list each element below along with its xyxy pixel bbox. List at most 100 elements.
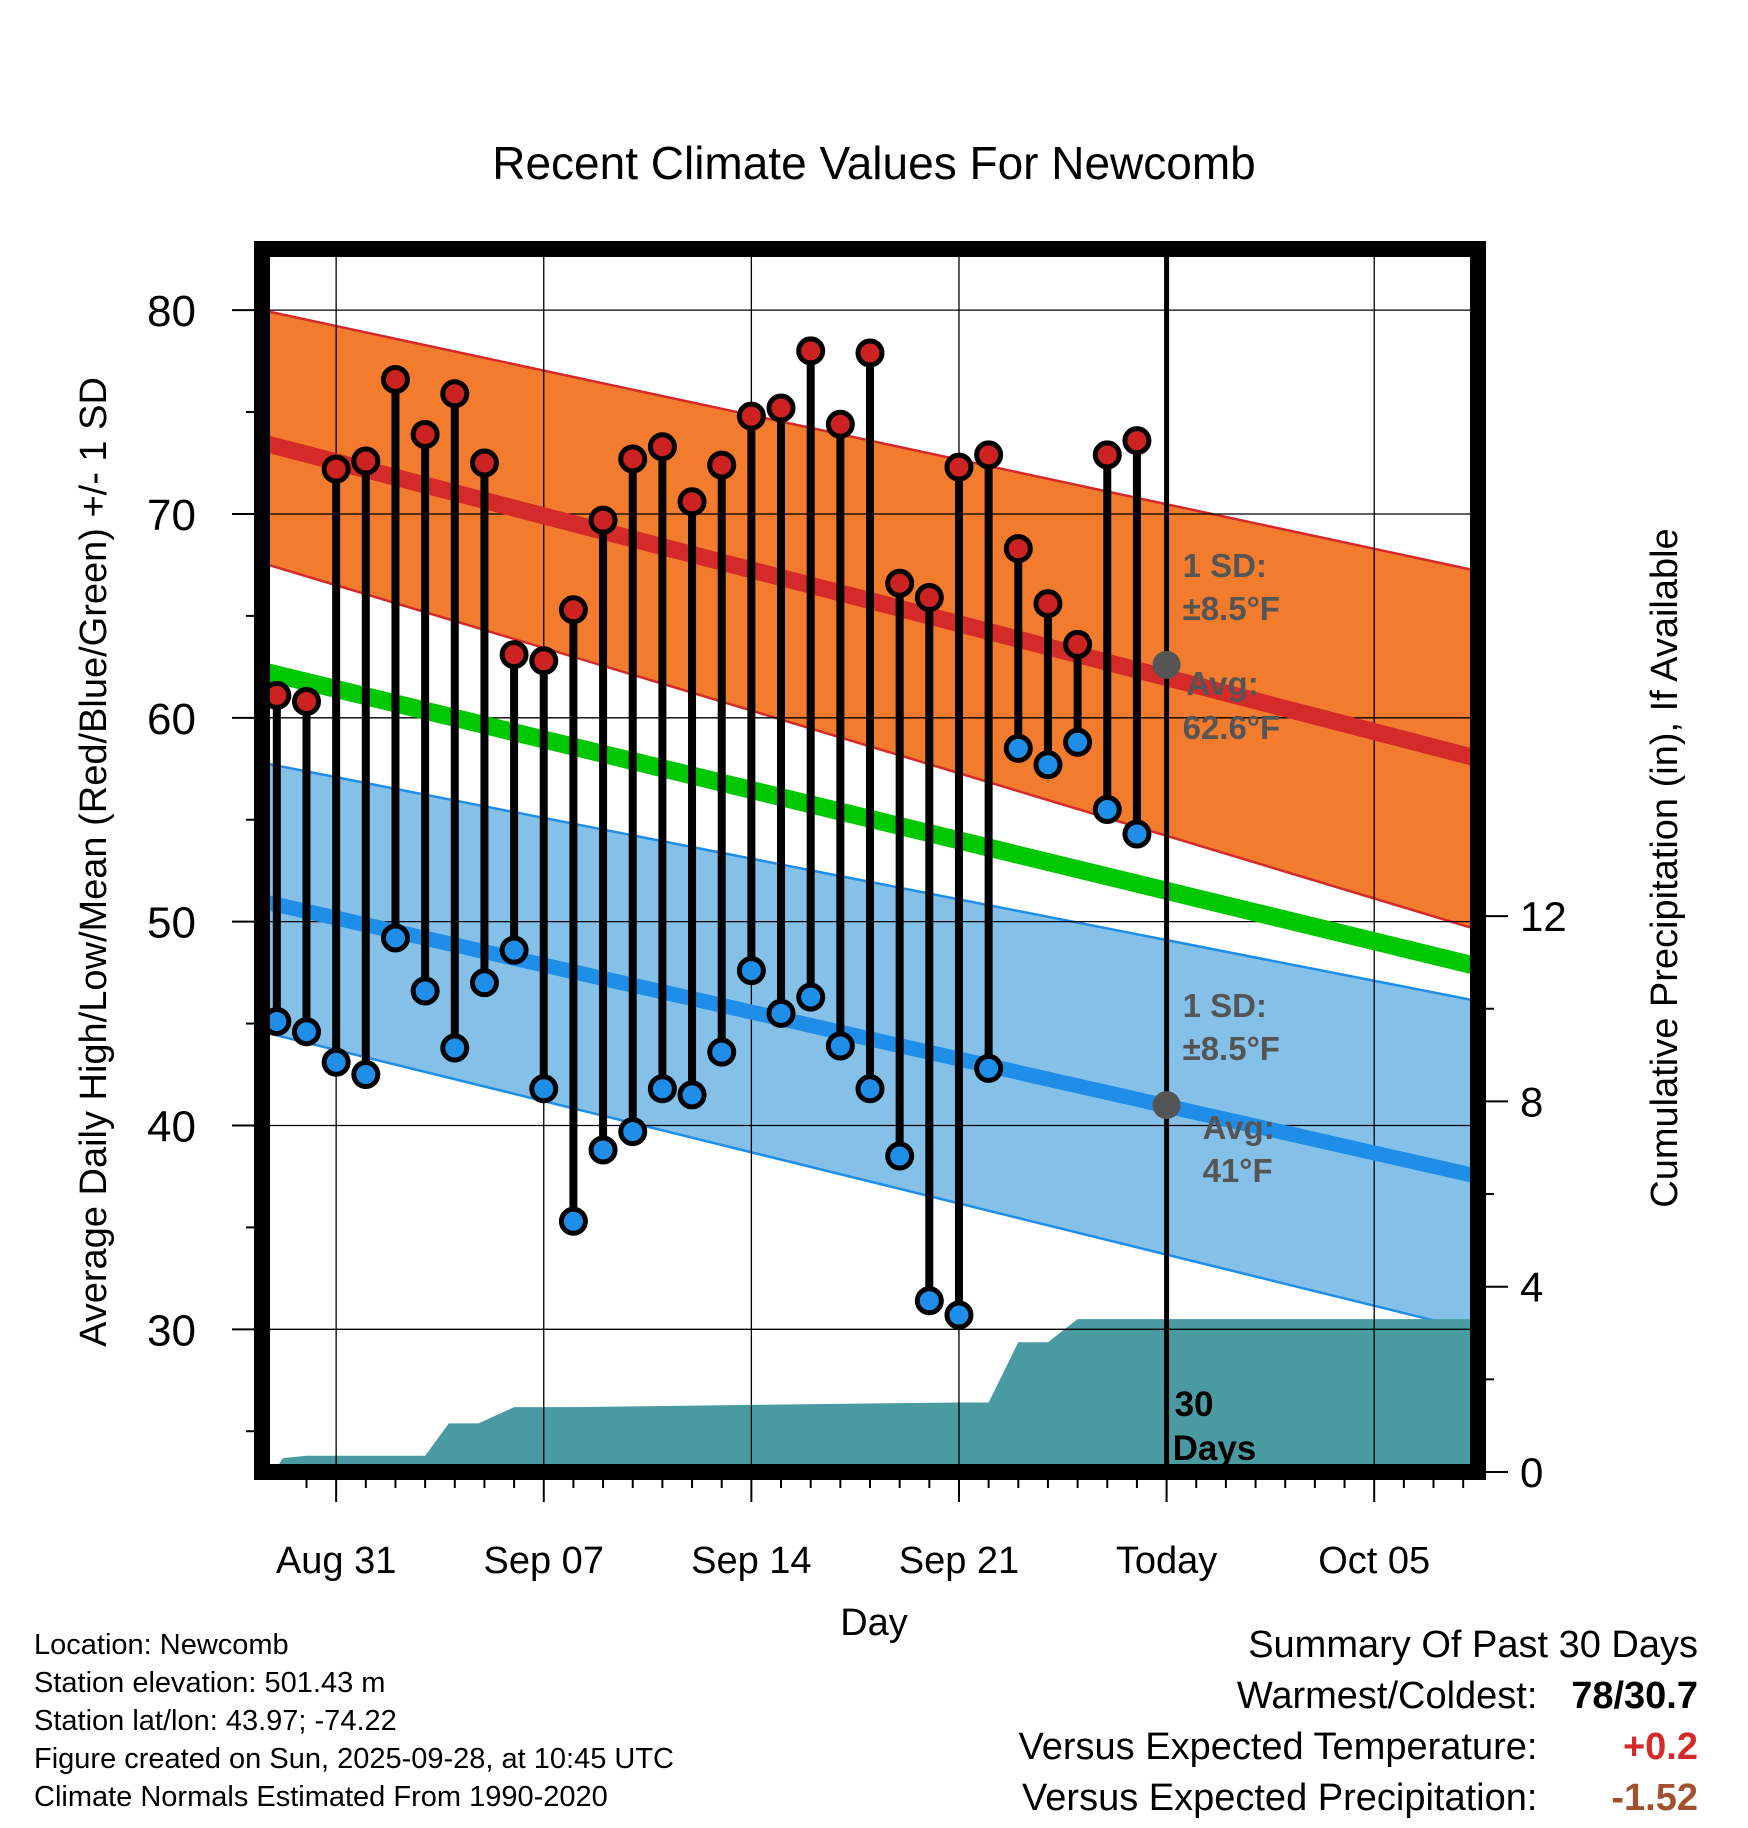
daily-high-point xyxy=(914,583,944,613)
daily-high-point xyxy=(736,401,766,431)
high-sd-label: 1 SD: xyxy=(1183,547,1267,584)
daily-low-point xyxy=(351,1060,381,1090)
y-tick-label: 30 xyxy=(147,1306,196,1355)
y-axis-label: Average Daily High/Low/Mean (Red/Blue/Gr… xyxy=(73,377,115,1347)
daily-low-point xyxy=(647,1074,677,1104)
temp-label: Versus Expected Temperature: xyxy=(1018,1726,1538,1768)
daily-high-point xyxy=(529,646,559,676)
daily-low-point xyxy=(707,1037,737,1067)
daily-high-point xyxy=(677,487,707,517)
daily-high-point xyxy=(351,446,381,476)
daily-high-point xyxy=(321,454,351,484)
daily-high-point xyxy=(1063,629,1093,659)
low-sd-label: 1 SD: xyxy=(1183,987,1267,1024)
daily-low-point xyxy=(944,1300,974,1330)
daily-high-point xyxy=(766,393,796,423)
daily-low-point xyxy=(1033,750,1063,780)
daily-low-point xyxy=(291,1017,321,1047)
warmest-label: Warmest/Coldest: xyxy=(1236,1675,1538,1717)
daily-high-point xyxy=(796,336,826,366)
days-label: Days xyxy=(1173,1429,1257,1468)
daily-high-point xyxy=(410,419,440,449)
x-tick-label: Today xyxy=(1116,1540,1217,1582)
x-tick-label: Sep 14 xyxy=(691,1540,811,1582)
location-text: Location: Newcomb xyxy=(34,1629,289,1661)
low-band-lower-edge xyxy=(262,1030,1478,1333)
daily-low-point xyxy=(974,1053,1004,1083)
daily-high-point xyxy=(380,364,410,394)
y-tick-label: 40 xyxy=(147,1102,196,1151)
low-avg-value: 41°F xyxy=(1203,1152,1273,1189)
summary-temp-row: Versus Expected Temperature: +0.2 xyxy=(1019,1722,1698,1773)
low-avg-marker xyxy=(1152,1091,1181,1120)
daily-high-point xyxy=(707,450,737,480)
elevation-text: Station elevation: 501.43 m xyxy=(34,1667,386,1699)
daily-low-point xyxy=(914,1286,944,1316)
daily-high-point xyxy=(1003,534,1033,564)
y2-tick-label: 4 xyxy=(1520,1264,1543,1311)
daily-low-point xyxy=(440,1033,470,1063)
x-tick-label: Oct 05 xyxy=(1318,1540,1430,1582)
x-axis-label: Day xyxy=(840,1602,908,1644)
y2-tick-label: 8 xyxy=(1520,1078,1543,1125)
summary-precip-row: Versus Expected Precipitation: -1.52 xyxy=(1019,1773,1698,1824)
daily-high-point xyxy=(558,595,588,625)
daily-high-point xyxy=(855,338,885,368)
days-count: 30 xyxy=(1175,1385,1214,1424)
x-tick-label: Aug 31 xyxy=(276,1540,396,1582)
precip-label: Versus Expected Precipitation: xyxy=(1022,1777,1538,1819)
chart-title: Recent Climate Values For Newcomb xyxy=(492,137,1256,189)
daily-high-point xyxy=(440,379,470,409)
x-tick-label: Sep 07 xyxy=(484,1540,604,1582)
daily-low-point xyxy=(618,1117,648,1147)
y-tick-label: 60 xyxy=(147,695,196,744)
daily-high-point xyxy=(885,568,915,598)
daily-low-point xyxy=(588,1135,618,1165)
daily-high-point xyxy=(974,440,1004,470)
daily-high-point xyxy=(588,505,618,535)
daily-low-point xyxy=(529,1074,559,1104)
daily-low-point xyxy=(499,935,529,965)
summary-warmest-row: Warmest/Coldest: 78/30.7 xyxy=(1019,1671,1698,1722)
daily-low-point xyxy=(1063,727,1093,757)
high-avg-label: Avg: xyxy=(1187,665,1259,702)
daily-high-point xyxy=(291,687,321,717)
precipitation-area xyxy=(262,1319,1478,1472)
daily-low-point xyxy=(677,1080,707,1110)
daily-high-point xyxy=(618,444,648,474)
station-info: Location: Newcomb Station elevation: 501… xyxy=(34,1626,674,1816)
daily-low-point xyxy=(1003,733,1033,763)
daily-high-point xyxy=(647,432,677,462)
daily-high-point xyxy=(469,448,499,478)
summary-panel: Summary Of Past 30 Days Warmest/Coldest:… xyxy=(1019,1620,1698,1824)
daily-high-point xyxy=(1033,589,1063,619)
daily-low-point xyxy=(410,976,440,1006)
daily-low-point xyxy=(736,956,766,986)
y-tick-label: 70 xyxy=(147,491,196,540)
y2-tick-label: 12 xyxy=(1520,893,1567,940)
y2-tick-label: 0 xyxy=(1520,1449,1543,1496)
x-tick-label: Sep 21 xyxy=(899,1540,1019,1582)
warmest-value: 78/30.7 xyxy=(1571,1675,1698,1717)
high-sd-value: ±8.5°F xyxy=(1183,590,1280,627)
summary-title: Summary Of Past 30 Days xyxy=(1248,1624,1698,1666)
daily-high-point xyxy=(499,640,529,670)
daily-low-point xyxy=(1092,795,1122,825)
y2-axis-label: Cumulative Precipitation (in), If Availa… xyxy=(1644,528,1686,1207)
daily-high-point xyxy=(1122,426,1152,456)
daily-high-point xyxy=(825,409,855,439)
normals-text: Climate Normals Estimated From 1990-2020 xyxy=(34,1781,608,1813)
created-text: Figure created on Sun, 2025-09-28, at 10… xyxy=(34,1743,674,1775)
daily-low-point xyxy=(825,1031,855,1061)
low-sd-value: ±8.5°F xyxy=(1183,1030,1280,1067)
daily-low-point xyxy=(1122,819,1152,849)
daily-high-point xyxy=(1092,440,1122,470)
low-avg-label: Avg: xyxy=(1203,1109,1275,1146)
y-tick-label: 50 xyxy=(147,899,196,948)
daily-low-point xyxy=(380,923,410,953)
plot-frame xyxy=(254,241,1486,1480)
temp-value: +0.2 xyxy=(1622,1726,1698,1768)
latlon-text: Station lat/lon: 43.97; -74.22 xyxy=(34,1705,397,1737)
daily-low-point xyxy=(796,982,826,1012)
